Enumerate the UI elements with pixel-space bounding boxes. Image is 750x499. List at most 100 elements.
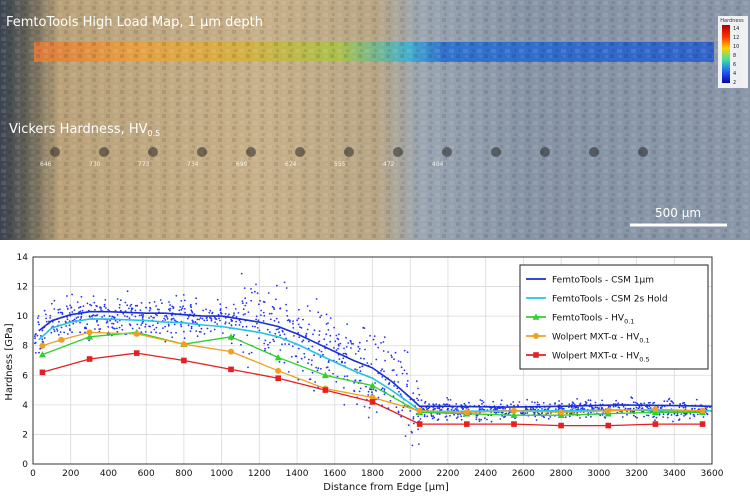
scatter-point: [663, 400, 666, 403]
scatter-point: [156, 322, 159, 325]
series-3-marker: [227, 333, 235, 340]
scatter-point: [390, 354, 393, 357]
scatter-point: [374, 343, 377, 346]
scatter-point: [168, 301, 170, 303]
scatter-point: [311, 345, 314, 348]
scatter-point: [345, 346, 348, 348]
scatter-point: [228, 322, 231, 325]
scatter-point: [71, 293, 73, 296]
scatter-point: [573, 407, 575, 409]
scatter-point: [208, 311, 211, 314]
scatter-point: [394, 351, 397, 354]
scatter-point: [317, 341, 320, 343]
scatter-point: [126, 290, 129, 293]
scatter-point: [45, 320, 48, 323]
scatter-point: [103, 314, 106, 317]
scatter-point: [80, 317, 83, 319]
scatter-point: [371, 391, 373, 394]
scatter-point: [107, 308, 110, 311]
scatter-point: [43, 337, 46, 339]
scatter-point: [343, 375, 346, 378]
scatter-point: [549, 403, 551, 406]
scatter-point: [90, 304, 93, 307]
scatter-point: [683, 412, 685, 415]
scatter-point: [403, 349, 406, 352]
scatter-point: [668, 403, 671, 405]
scatter-point: [217, 313, 220, 316]
micrograph-panel: 646 730 773 734 690 624 555 472 404 500 µm Hardn…: [0, 0, 750, 240]
scatter-point: [105, 307, 107, 309]
scatter-point: [94, 314, 96, 317]
vickers-indent: [638, 147, 648, 157]
series-3-marker: [510, 411, 518, 419]
scatter-point: [372, 388, 375, 391]
scatter-point: [66, 318, 69, 321]
scatter-point: [94, 328, 96, 330]
scatter-point: [618, 406, 621, 409]
scatter-point: [353, 382, 355, 384]
scatter-point: [167, 323, 170, 326]
indent-value: 624: [285, 161, 297, 168]
scatter-point: [79, 310, 82, 313]
scatter-point: [263, 314, 266, 317]
legend-marker: [533, 333, 539, 339]
series-5-marker: [86, 356, 93, 362]
scatter-point: [214, 316, 216, 319]
scatter-point: [190, 309, 193, 312]
series-5-marker: [416, 421, 423, 427]
scatter-point: [354, 368, 356, 371]
legend-entry-subscript: 0.1: [624, 318, 634, 326]
scatter-point: [577, 406, 579, 409]
scatter-point: [569, 412, 571, 415]
scatter-point: [190, 306, 193, 309]
scatter-point: [383, 388, 386, 391]
scatter-point: [84, 326, 86, 329]
scatter-point: [347, 342, 350, 344]
scatter-point: [255, 283, 257, 286]
scatter-point: [541, 412, 543, 415]
scatter-point: [366, 362, 369, 364]
scatter-point: [350, 347, 352, 349]
scatter-point: [518, 401, 521, 403]
colorbar-tick-label: 12: [733, 35, 739, 41]
scatter-point: [404, 435, 407, 437]
scatter-point: [345, 336, 347, 339]
indent-values: 646 730 773 734 690 624 555 472 404: [40, 161, 444, 168]
scatter-point: [328, 360, 330, 362]
scatter-point: [131, 313, 133, 316]
scatter-point: [356, 403, 358, 406]
y-tick-label: 2: [22, 430, 28, 440]
scatter-point: [254, 290, 256, 293]
scatter-point: [275, 317, 278, 320]
scatter-point: [479, 399, 482, 401]
scatter-point: [671, 401, 674, 403]
scatter-point: [206, 327, 209, 330]
scatter-point: [423, 415, 426, 418]
scatter-point: [447, 398, 450, 401]
scatter-point: [377, 346, 380, 349]
scatter-point: [203, 319, 206, 322]
scatter-point: [561, 402, 563, 405]
scatter-point: [255, 315, 258, 318]
scatter-point: [506, 404, 509, 407]
scatter-point: [283, 333, 286, 336]
scatter-point: [287, 371, 290, 373]
scatter-point: [100, 309, 102, 311]
series-3-marker: [86, 333, 94, 340]
scatter-point: [256, 327, 259, 329]
scatter-point: [363, 357, 365, 360]
scatter-point: [93, 301, 96, 304]
scatter-point: [202, 309, 205, 312]
legend-entry-label: FemtoTools - CSM 1µm: [552, 276, 654, 286]
scatter-point: [43, 309, 46, 312]
indent-value: 690: [236, 161, 248, 168]
scatter-point: [317, 367, 320, 370]
scatter-point: [190, 325, 193, 328]
series-line-1: [38, 310, 713, 408]
scatter-point: [158, 308, 160, 311]
scatter-point: [82, 305, 85, 307]
scatter-point: [57, 308, 60, 311]
scatter-point: [187, 315, 190, 318]
scatter-point: [116, 314, 119, 316]
series-4-marker: [275, 367, 282, 374]
